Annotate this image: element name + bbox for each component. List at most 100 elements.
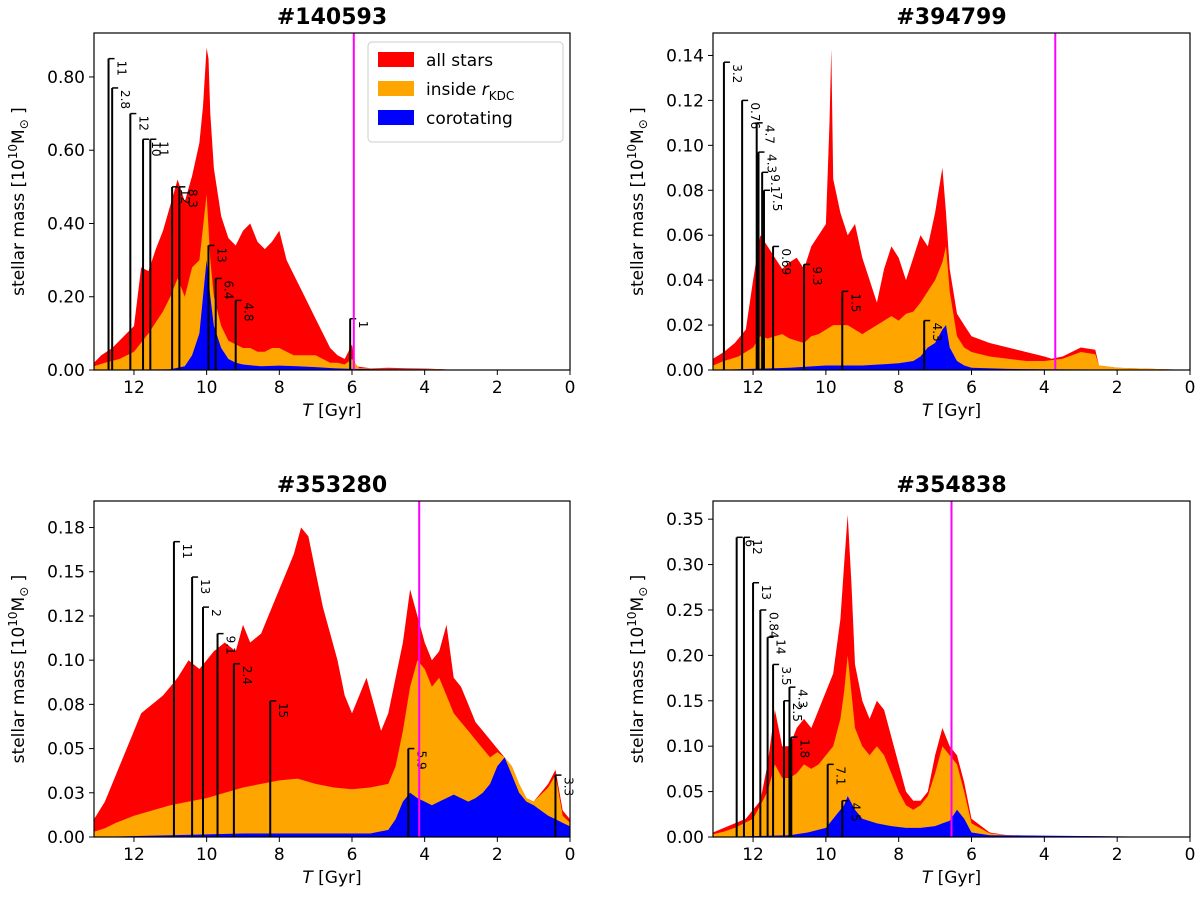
y-label-sun: ⊙: [636, 587, 650, 597]
x-tick-label: 6: [347, 845, 358, 865]
x-tick-label: 0: [1185, 845, 1196, 865]
x-axis-unit: [Gyr]: [313, 868, 362, 888]
y-tick-label: 0.10: [666, 737, 704, 757]
merger-label-7: 8.3: [185, 189, 199, 208]
x-axis-var: T: [302, 401, 314, 421]
merger-label-5: 11: [156, 141, 170, 156]
y-label-part: stellar mass [10: [9, 159, 29, 296]
merger-label-11: 1: [356, 321, 370, 329]
y-axis-label: stellar mass [1010M⊙ ]: [625, 107, 650, 296]
y-tick-label: 0.18: [47, 519, 85, 539]
merger-label-9: 6.4: [222, 280, 236, 299]
x-tick-label: 0: [1185, 378, 1196, 398]
y-tick-label: 0.04: [666, 271, 704, 291]
y-label-end: ]: [9, 107, 29, 119]
plot-area: [713, 514, 1190, 837]
area-inside-rkdc: [713, 246, 1190, 370]
area-corotating: [713, 325, 1190, 370]
x-tick-label: 10: [815, 378, 837, 398]
y-tick-label: 0.10: [47, 651, 85, 671]
x-tick-label: 6: [347, 378, 358, 398]
x-tick-label: 12: [123, 378, 145, 398]
y-tick-label: 0.14: [666, 46, 704, 66]
y-label-part: stellar mass [10: [9, 627, 29, 764]
y-label-end: ]: [628, 575, 648, 587]
merger-label-7: 2.5: [790, 703, 804, 722]
y-tick-label: 0.00: [47, 828, 85, 848]
x-axis-unit: [Gyr]: [313, 401, 362, 421]
x-tick-label: 8: [274, 378, 285, 398]
y-label-end: ]: [9, 575, 29, 587]
x-tick-label: 6: [966, 378, 977, 398]
x-axis-var: T: [922, 401, 934, 421]
merger-label-9: 1.8: [797, 739, 811, 758]
merger-label-1: 11: [180, 544, 194, 559]
y-label-sun: ⊙: [17, 119, 31, 129]
x-axis-unit: [Gyr]: [932, 401, 981, 421]
y-tick-label: 0.40: [47, 214, 85, 234]
y-tick-label: 0.15: [47, 563, 85, 583]
y-label-part: stellar mass [10: [628, 627, 648, 764]
plot-area: [713, 48, 1190, 370]
legend-var: r: [482, 80, 490, 100]
y-tick-label: 0.20: [47, 288, 85, 308]
x-tick-label: 12: [123, 845, 145, 865]
plot-frame: [712, 500, 1191, 838]
legend-swatch-all_stars: [378, 52, 414, 67]
y-tick-label: 0.60: [47, 141, 85, 161]
y-label-sun: ⊙: [17, 587, 31, 597]
y-label-exponent: 10: [6, 144, 20, 159]
legend-text: corotating: [426, 109, 513, 129]
y-tick-label: 0.20: [666, 646, 704, 666]
merger-label-1: 11: [115, 61, 129, 76]
y-label-unit: M: [9, 597, 29, 612]
x-axis-label: T [Gyr]: [302, 401, 361, 421]
y-tick-label: 0.02: [666, 316, 704, 336]
y-tick-label: 0.08: [666, 181, 704, 201]
plot-area: [94, 527, 570, 837]
merger-label-2: 0.76: [748, 102, 762, 129]
merger-label-9: 1.5: [848, 293, 862, 312]
area-all-stars: [713, 48, 1190, 370]
plot-frame: [712, 32, 1191, 371]
x-tick-label: 4: [419, 378, 430, 398]
legend-label-all_stars: all stars: [426, 51, 493, 71]
x-tick-label: 8: [274, 845, 285, 865]
merger-label-3: 2: [209, 609, 223, 617]
y-label-unit: M: [9, 129, 29, 144]
y-tick-label: 0.00: [47, 361, 85, 381]
legend-swatch-corotating: [378, 110, 414, 125]
y-tick-label: 0.12: [666, 91, 704, 111]
x-axis-unit: [Gyr]: [932, 868, 981, 888]
legend-label-inside_rkdc: inside rKDC: [426, 80, 514, 103]
merger-label-3: 13: [759, 585, 773, 600]
merger-label-2: 2.8: [118, 90, 132, 109]
y-label-exponent: 10: [625, 611, 639, 626]
legend-swatch-inside_rkdc: [378, 81, 414, 96]
merger-label-6: 12: [178, 189, 192, 204]
plot-area: [94, 47, 458, 370]
merger-label-4: 4.3: [765, 154, 779, 173]
merger-label-8: 4.3: [795, 689, 809, 708]
merger-label-7: 5.9: [414, 751, 428, 770]
merger-label-10: 7.1: [834, 766, 848, 785]
chart-panel-2: 3.20.764.74.39.17.50.699.31.54.312 10 8 6 4 2…: [625, 5, 1195, 421]
x-axis-label: T [Gyr]: [302, 868, 361, 888]
chart-title: #140593: [277, 5, 387, 30]
legend-subscript: KDC: [489, 89, 515, 103]
x-tick-label: 2: [1112, 845, 1123, 865]
x-axis-var: T: [302, 868, 314, 888]
merger-label-10: 4.3: [930, 323, 944, 342]
x-axis-label: T [Gyr]: [922, 868, 981, 888]
plot-frame: [93, 32, 571, 371]
x-tick-label: 0: [565, 378, 576, 398]
merger-label-8: 9.3: [810, 266, 824, 285]
merger-label-1: 6: [743, 539, 757, 547]
merger-label-5: 9.1: [768, 174, 782, 193]
merger-label-11: 4.5: [848, 803, 862, 822]
y-label-unit: M: [628, 129, 648, 144]
x-axis-var: T: [922, 868, 934, 888]
y-label-exponent: 10: [625, 144, 639, 159]
